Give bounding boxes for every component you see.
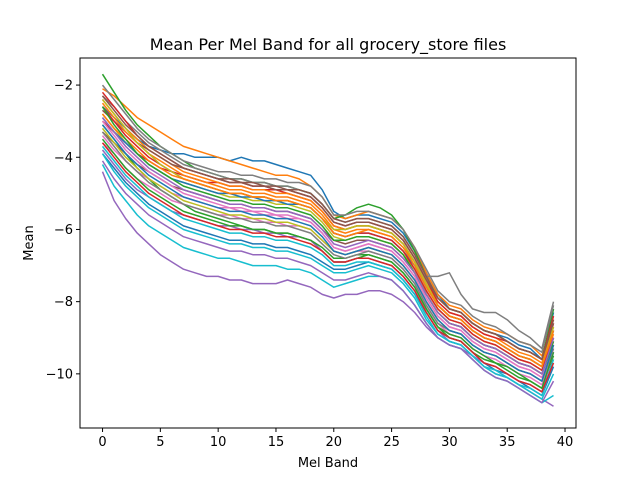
series-line-32 bbox=[101, 113, 555, 368]
x-tick-label: 0 bbox=[98, 435, 106, 450]
y-tick-label: −6 bbox=[54, 223, 73, 238]
series-line-26 bbox=[101, 95, 555, 361]
series-line-35 bbox=[101, 117, 555, 375]
x-tick-label: 30 bbox=[441, 435, 458, 450]
x-tick-label: 20 bbox=[326, 435, 343, 450]
series-line-23 bbox=[101, 138, 555, 390]
plot-frame bbox=[79, 57, 577, 429]
series-line-27 bbox=[101, 120, 555, 379]
y-axis: −10 −8 −6 −4 −2 bbox=[46, 79, 80, 382]
x-tick-label: 15 bbox=[268, 435, 285, 450]
x-axis: 0 5 10 15 20 25 30 35 40 bbox=[98, 428, 573, 450]
series-layer bbox=[101, 73, 555, 407]
series-line-34 bbox=[101, 142, 555, 393]
x-tick-label: 40 bbox=[557, 435, 574, 450]
x-tick-label: 35 bbox=[499, 435, 516, 450]
x-axis-title: Mel Band bbox=[298, 456, 358, 471]
series-line-25 bbox=[101, 160, 555, 404]
x-tick-label: 25 bbox=[383, 435, 400, 450]
series-line-31 bbox=[101, 124, 555, 382]
y-tick-label: −10 bbox=[46, 367, 73, 382]
chart-title: Mean Per Mel Band for all grocery_store … bbox=[150, 35, 507, 55]
series-line-18 bbox=[101, 84, 555, 353]
y-tick-label: −4 bbox=[54, 151, 73, 166]
y-tick-label: −8 bbox=[54, 295, 73, 310]
x-tick-label: 5 bbox=[156, 435, 164, 450]
y-axis-title: Mean bbox=[22, 225, 37, 260]
y-tick-label: −2 bbox=[54, 79, 73, 94]
series-line-30 bbox=[101, 153, 555, 400]
x-tick-label: 10 bbox=[210, 435, 227, 450]
